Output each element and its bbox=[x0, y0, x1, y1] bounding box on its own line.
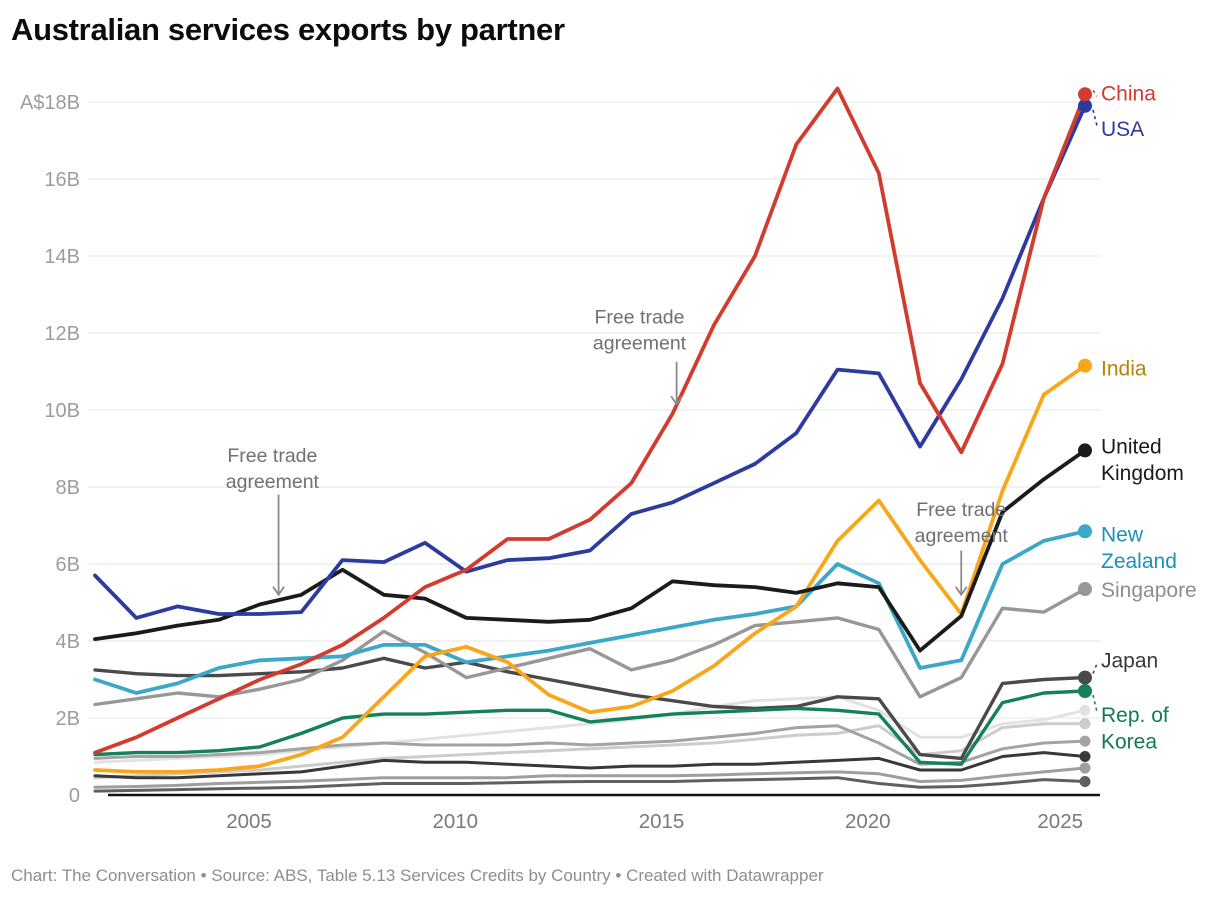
annotation-arrowhead-3 bbox=[955, 586, 968, 597]
series-line-other-6 bbox=[93, 776, 1087, 793]
series-line-other-1 bbox=[93, 695, 1087, 764]
series-label-japan: Japan bbox=[1101, 650, 1158, 673]
annotation-free-trade-agreement-2: Free trade agreement bbox=[593, 307, 687, 355]
series-label-china: China bbox=[1101, 82, 1156, 105]
series-line-singapore bbox=[93, 587, 1087, 707]
series-endpoint-dot-united-kingdom bbox=[1078, 443, 1092, 458]
series-label-united-kingdom: United Kingdom bbox=[1101, 435, 1184, 485]
series-label-usa: USA bbox=[1101, 118, 1144, 141]
series-line-new-zealand bbox=[93, 529, 1087, 695]
series-endpoint-dot-other-2 bbox=[1079, 718, 1091, 730]
series-label-korea: Rep. of Korea bbox=[1101, 704, 1169, 754]
series-line-china bbox=[93, 86, 1087, 755]
series-label-singapore: Singapore bbox=[1101, 579, 1197, 602]
series-line-other-3 bbox=[93, 724, 1087, 766]
y-axis-tick-16B: 16B bbox=[44, 169, 80, 191]
series-label-leader-china bbox=[1092, 89, 1098, 97]
series-endpoint-dot-singapore bbox=[1078, 582, 1092, 597]
series-line-india bbox=[93, 363, 1087, 774]
y-axis-tick-4B: 4B bbox=[56, 631, 80, 653]
x-axis-tick-2005: 2005 bbox=[226, 810, 272, 833]
series-endpoint-dot-other-3 bbox=[1079, 735, 1091, 747]
series-label-leader-usa bbox=[1092, 109, 1098, 127]
series-label-india: India bbox=[1101, 358, 1147, 381]
series-endpoint-dot-india bbox=[1078, 358, 1092, 373]
annotation-arrowhead-1 bbox=[272, 586, 285, 597]
annotation-arrowhead-2 bbox=[670, 395, 683, 406]
series-endpoint-dot-usa bbox=[1078, 98, 1092, 113]
chart-title: Australian services exports by partner bbox=[11, 12, 565, 47]
series-endpoint-dot-japan bbox=[1078, 670, 1092, 685]
x-axis-tick-2020: 2020 bbox=[845, 810, 891, 833]
y-axis-tick-10B: 10B bbox=[44, 400, 80, 422]
series-label-new-zealand: New Zealand bbox=[1101, 523, 1177, 573]
y-axis-tick-12B: 12B bbox=[44, 323, 80, 345]
chart-footer: Chart: The Conversation • Source: ABS, T… bbox=[11, 866, 824, 885]
y-axis-tick-6B: 6B bbox=[56, 554, 80, 576]
annotation-free-trade-agreement-1: Free trade agreement bbox=[226, 445, 320, 493]
series-endpoint-dot-china bbox=[1078, 87, 1092, 102]
y-axis-tick-A$18B: A$18B bbox=[20, 92, 80, 114]
x-axis-tick-2015: 2015 bbox=[639, 810, 685, 833]
series-endpoint-dot-new-zealand bbox=[1078, 524, 1092, 539]
y-axis-tick-2B: 2B bbox=[56, 708, 80, 730]
y-axis-tick-0: 0 bbox=[69, 785, 80, 807]
series-endpoint-dot-other-1 bbox=[1079, 704, 1091, 716]
y-axis-tick-8B: 8B bbox=[56, 477, 80, 499]
x-axis-tick-2010: 2010 bbox=[432, 810, 478, 833]
series-line-korea bbox=[93, 689, 1087, 766]
annotation-free-trade-agreement-3: Free trade agreement bbox=[915, 499, 1009, 547]
y-axis-tick-14B: 14B bbox=[44, 246, 80, 268]
series-line-japan bbox=[93, 656, 1087, 761]
series-endpoint-dot-other-4 bbox=[1079, 751, 1091, 762]
series-endpoint-dot-other-5 bbox=[1079, 762, 1091, 774]
series-line-other-4 bbox=[93, 751, 1087, 780]
x-axis-tick-2025: 2025 bbox=[1037, 810, 1083, 833]
series-endpoint-dot-korea bbox=[1078, 684, 1092, 699]
series-line-united-kingdom bbox=[93, 448, 1087, 653]
series-label-leader-korea bbox=[1092, 694, 1098, 713]
series-endpoint-dot-other-6 bbox=[1079, 776, 1091, 788]
series-line-other-5 bbox=[93, 766, 1087, 789]
series-label-leader-japan bbox=[1092, 663, 1098, 674]
series-line-usa bbox=[93, 104, 1087, 620]
